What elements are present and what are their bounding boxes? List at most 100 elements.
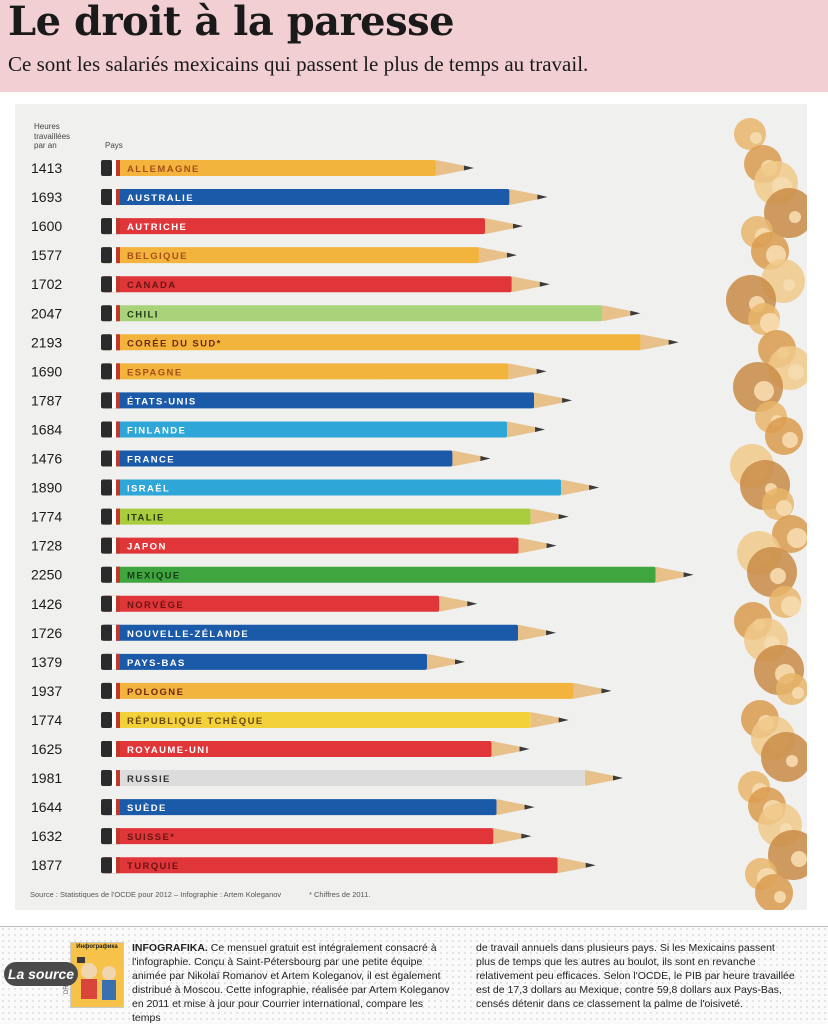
category-label: AUSTRALIE xyxy=(127,193,194,204)
footer-text-column-1: INFOGRAFIKA. Ce mensuel gratuit est inté… xyxy=(132,941,454,1025)
pencil-bar xyxy=(103,450,453,467)
category-header: Pays xyxy=(105,141,123,150)
value-label: 2047 xyxy=(31,305,62,321)
value-label: 1728 xyxy=(31,538,62,554)
magazine-cover-image: Инфографика xyxy=(70,942,124,1008)
shaving-decoration xyxy=(783,279,795,291)
pencil-stripe xyxy=(112,624,116,641)
pencil-bar xyxy=(103,711,531,728)
pencil-cap xyxy=(101,363,112,380)
category-label: POLOGNE xyxy=(127,687,184,698)
pencil-stripe xyxy=(112,741,116,757)
pencil-cap xyxy=(101,770,112,787)
photo-credit: DR xyxy=(64,985,70,994)
pencil-stripe xyxy=(116,624,120,641)
pencil-lead xyxy=(524,804,535,810)
pencil-bar xyxy=(103,363,509,380)
pencil-lead xyxy=(630,310,641,316)
pencil-bar xyxy=(103,857,558,874)
pencil-bar xyxy=(103,537,519,554)
value-label: 1774 xyxy=(31,509,62,525)
pencil-bar xyxy=(103,770,586,787)
pencil-tip xyxy=(530,711,561,728)
pencil-tip xyxy=(439,595,470,612)
pencil-tip xyxy=(493,828,524,845)
pencil-bar xyxy=(103,566,656,583)
pencil-cap xyxy=(101,508,112,525)
pencil-lead xyxy=(589,485,600,491)
value-label: 1413 xyxy=(31,160,62,176)
category-label: SUÈDE xyxy=(127,803,167,814)
axis-header-line: travaillées xyxy=(34,131,71,141)
pencil-chart: 1413 ALLEMAGNE 1693 AUSTRALIE 1600 AUTRICHE 15… xyxy=(31,118,807,910)
pencil-stripe xyxy=(116,479,120,496)
pencil-tip xyxy=(485,218,515,235)
value-label: 1690 xyxy=(31,363,62,379)
pencil-bar xyxy=(103,189,510,206)
pencil-stripe xyxy=(116,537,120,554)
shaving-decoration xyxy=(788,364,804,380)
shaving-decoration xyxy=(782,432,798,448)
pencil-stripe xyxy=(116,770,120,787)
shaving-decoration xyxy=(776,500,792,516)
pencil-bar xyxy=(103,479,562,496)
pencil-lead xyxy=(535,426,546,432)
axis-header-hours: Heures travaillées par an xyxy=(34,122,70,151)
pencil-lead xyxy=(506,252,517,258)
pencil-stripe xyxy=(112,595,116,612)
pencil-tip xyxy=(478,247,509,264)
pencil-tip xyxy=(518,537,549,554)
pencil-cap xyxy=(101,392,112,409)
page-title: Le droit à la paresse xyxy=(8,0,455,45)
pencil-tip xyxy=(491,741,522,757)
category-label: RÉPUBLIQUE TCHÈQUE xyxy=(127,716,264,727)
shaving-decoration xyxy=(781,596,801,616)
pencil-bar xyxy=(103,799,497,816)
category-label: ESPAGNE xyxy=(127,367,183,378)
category-label: ÉTATS-UNIS xyxy=(127,396,197,407)
value-label: 1625 xyxy=(31,741,62,757)
pencil-tip xyxy=(602,305,633,322)
pencil-tip xyxy=(435,160,466,176)
pencil-tip xyxy=(573,682,604,699)
value-label: 1644 xyxy=(31,799,62,815)
category-label: ALLEMAGNE xyxy=(127,164,200,175)
shaving-decoration xyxy=(761,732,807,782)
pencil-stripe xyxy=(112,799,116,816)
value-label: 1632 xyxy=(31,828,62,844)
category-label: AUTRICHE xyxy=(127,222,187,233)
pencil-stripe xyxy=(116,392,120,409)
pencil-stripe xyxy=(116,363,120,380)
cover-illustration xyxy=(71,953,123,1007)
pencil-bar xyxy=(103,160,436,176)
category-label: TURQUIE xyxy=(127,861,180,872)
pencil-bar xyxy=(103,334,641,351)
pencil-tip xyxy=(509,189,540,206)
pencil-bar xyxy=(103,828,494,845)
category-label: SUISSE* xyxy=(127,832,175,843)
pencil-stripe xyxy=(116,508,120,525)
pencil-bar xyxy=(103,247,479,264)
pencil-stripe xyxy=(116,653,120,670)
category-label: FINLANDE xyxy=(127,425,186,436)
pencil-cap xyxy=(101,711,112,728)
pencil-tip xyxy=(655,566,686,583)
pencil-cap xyxy=(101,479,112,496)
category-label: PAYS-BAS xyxy=(127,658,186,669)
page-subtitle: Ce sont les salariés mexicains qui passe… xyxy=(8,52,589,76)
pencil-bar xyxy=(103,741,492,757)
pencil-stripe xyxy=(112,247,116,264)
category-label: NOUVELLE-ZÉLANDE xyxy=(127,629,249,640)
pencil-lead xyxy=(513,223,523,229)
pencil-cap xyxy=(101,276,112,293)
value-label: 1577 xyxy=(31,247,62,263)
pencil-stripe xyxy=(112,566,116,583)
value-label: 1877 xyxy=(31,857,62,873)
pencil-stripe xyxy=(116,276,120,293)
pencil-tip xyxy=(496,799,527,816)
category-label: NORVÈGE xyxy=(127,600,184,611)
category-label: BELGIQUE xyxy=(127,251,188,262)
value-label: 1684 xyxy=(31,421,62,437)
source-note: Source : Statistiques de l'OCDE pour 201… xyxy=(30,890,282,899)
pencil-stripe xyxy=(112,857,116,874)
